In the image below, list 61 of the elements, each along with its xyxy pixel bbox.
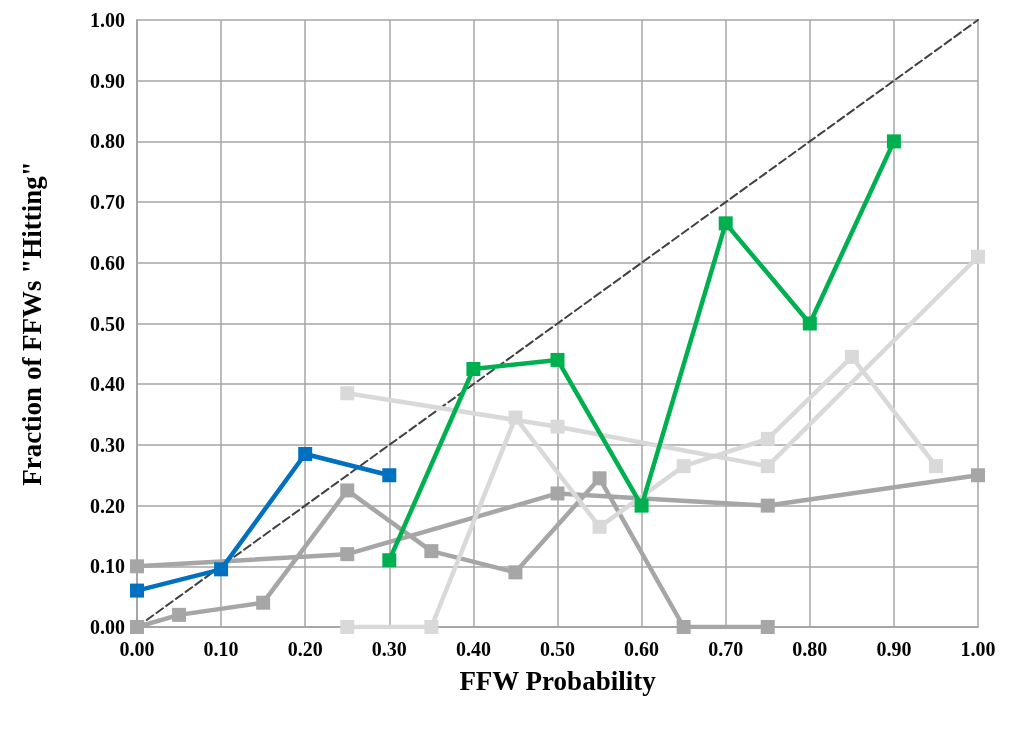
point	[382, 553, 397, 568]
point	[172, 607, 187, 622]
x-tick-label: 0.00	[119, 638, 155, 660]
point	[466, 362, 481, 377]
point	[340, 386, 355, 401]
point	[971, 468, 985, 483]
point	[760, 431, 775, 446]
x-axis-title: FFW Probability	[459, 665, 657, 696]
x-tick-label: 0.40	[455, 638, 491, 660]
point	[130, 620, 144, 634]
point	[634, 498, 649, 513]
point	[256, 595, 271, 610]
point	[592, 471, 607, 486]
point	[718, 216, 733, 231]
y-tick-label: 0.50	[90, 312, 125, 335]
point	[550, 486, 565, 501]
point	[760, 498, 775, 513]
y-tick-label: 0.90	[90, 69, 125, 92]
point	[676, 620, 691, 634]
point	[928, 459, 943, 474]
point	[424, 620, 439, 634]
x-tick-label: 0.20	[287, 638, 323, 660]
point	[550, 419, 565, 434]
point	[130, 583, 144, 598]
y-tick-label: 0.40	[90, 373, 125, 396]
y-tick-label: 0.30	[90, 433, 125, 456]
y-tick-label: 1.00	[90, 9, 125, 31]
point	[971, 249, 985, 264]
x-tick-label: 0.30	[371, 638, 407, 660]
point	[508, 565, 523, 580]
y-tick-label: 0.60	[90, 251, 125, 274]
point	[592, 519, 607, 534]
y-tick-label: 0.70	[90, 191, 125, 214]
point	[676, 459, 691, 474]
point	[760, 620, 775, 634]
point	[340, 483, 355, 498]
y-tick-label: 0.80	[90, 130, 125, 153]
point	[340, 547, 355, 562]
x-tick-label: 0.70	[708, 638, 744, 660]
point	[130, 559, 144, 574]
point	[298, 447, 313, 462]
point	[886, 134, 901, 149]
x-tick-label: 0.10	[203, 638, 239, 660]
point	[340, 620, 355, 634]
y-axis-title: Fraction of FFWs "Hitting"	[16, 161, 47, 486]
x-tick-label: 0.90	[876, 638, 912, 660]
x-tick-label: 0.60	[624, 638, 660, 660]
point	[382, 468, 397, 483]
point	[844, 349, 859, 364]
point	[802, 316, 817, 331]
point	[550, 352, 565, 367]
y-tick-label: 0.10	[90, 555, 125, 578]
point	[508, 410, 523, 425]
x-tick-label: 1.00	[960, 638, 996, 660]
point	[760, 459, 775, 474]
y-tick-label: 0.00	[90, 616, 125, 638]
x-tick-label: 0.80	[792, 638, 828, 660]
y-tick-label: 0.20	[90, 494, 125, 517]
point	[424, 544, 439, 559]
point	[214, 562, 229, 577]
x-tick-label: 0.50	[540, 638, 575, 660]
